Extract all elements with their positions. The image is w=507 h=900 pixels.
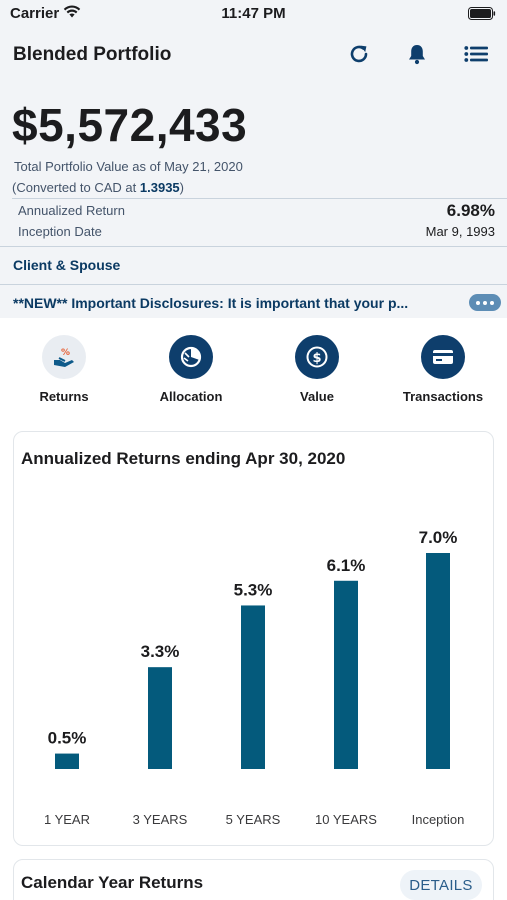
x-tick-label: 3 YEARS: [133, 812, 188, 827]
x-tick-label: 5 YEARS: [226, 812, 281, 827]
x-tick-label: 1 YEAR: [44, 812, 90, 827]
disclosure-banner[interactable]: **NEW** Important Disclosures: It is imp…: [13, 295, 409, 311]
inception-date-value: Mar 9, 1993: [425, 224, 495, 239]
annualized-return-value: 6.98%: [446, 201, 495, 220]
transactions-icon: [421, 335, 465, 379]
chart-bar: [241, 605, 265, 769]
annualized-returns-card: Annualized Returns ending Apr 30, 2020 0…: [13, 431, 494, 846]
page-title: Blended Portfolio: [13, 44, 172, 65]
x-tick-label: Inception: [412, 812, 465, 827]
divider: [0, 246, 507, 247]
quick-action-label: Allocation: [159, 389, 223, 404]
conversion-note: (Converted to CAD at 1.3935): [12, 180, 184, 195]
quick-action-label: Returns: [39, 389, 89, 404]
bar-value-label: 3.3%: [141, 642, 180, 661]
quick-action-transactions[interactable]: Transactions: [388, 335, 498, 404]
bar-value-label: 6.1%: [327, 556, 366, 575]
bar-value-label: 0.5%: [48, 729, 87, 748]
inception-date-label: Inception Date: [18, 224, 102, 239]
value-icon: $: [295, 335, 339, 379]
chart-title: Annualized Returns ending Apr 30, 2020: [21, 449, 346, 468]
quick-action-value[interactable]: $ Value: [262, 335, 372, 404]
details-button[interactable]: DETAILS: [400, 870, 482, 900]
bar-value-label: 7.0%: [419, 528, 458, 547]
chart-bar: [334, 580, 358, 769]
status-bar: Carrier 11:47 PM: [0, 0, 507, 28]
menu-list-icon[interactable]: [463, 41, 489, 67]
total-value-caption: Total Portfolio Value as of May 21, 2020: [14, 159, 243, 174]
carrier-label: Carrier: [10, 5, 60, 22]
annualized-returns-chart: 0.5% 1 YEAR 3.3% 3 YEARS 5.3% 5 YEARS 6.1% 10 Y…: [44, 528, 465, 827]
total-portfolio-value: $5,572,433: [12, 99, 248, 151]
calendar-returns-title: Calendar Year Returns: [21, 873, 204, 892]
annualized-return-label: Annualized Return: [18, 203, 125, 218]
svg-text:%: %: [61, 348, 70, 358]
conversion-prefix: (Converted to CAD at: [12, 180, 140, 195]
refresh-icon[interactable]: [346, 41, 372, 67]
quick-action-allocation[interactable]: Allocation: [136, 335, 246, 404]
battery-icon: [468, 7, 496, 25]
more-options-icon[interactable]: [469, 294, 501, 311]
clock-time: 11:47 PM: [221, 5, 286, 22]
x-tick-label: 10 YEARS: [315, 812, 377, 827]
divider: [12, 198, 507, 199]
bell-icon[interactable]: [404, 41, 430, 67]
quick-action-returns[interactable]: % Returns: [9, 335, 119, 404]
wifi-icon: [63, 5, 81, 23]
client-selector[interactable]: Client & Spouse: [13, 257, 121, 273]
allocation-icon: [169, 335, 213, 379]
conversion-suffix: ): [179, 180, 184, 195]
divider: [0, 284, 507, 285]
returns-icon: %: [42, 335, 86, 379]
quick-action-label: Transactions: [402, 389, 484, 404]
chart-bar: [426, 553, 450, 769]
calendar-year-returns-card: Calendar Year Returns DETAILS: [13, 859, 494, 900]
quick-action-label: Value: [300, 389, 334, 404]
svg-text:$: $: [312, 351, 321, 366]
conversion-rate: 1.3935: [139, 180, 180, 195]
bar-value-label: 5.3%: [234, 580, 273, 599]
chart-bar: [148, 667, 172, 769]
portfolio-header: Blended Portfolio $5,572,433 Total Portf…: [0, 28, 507, 318]
chart-bar: [55, 753, 79, 769]
